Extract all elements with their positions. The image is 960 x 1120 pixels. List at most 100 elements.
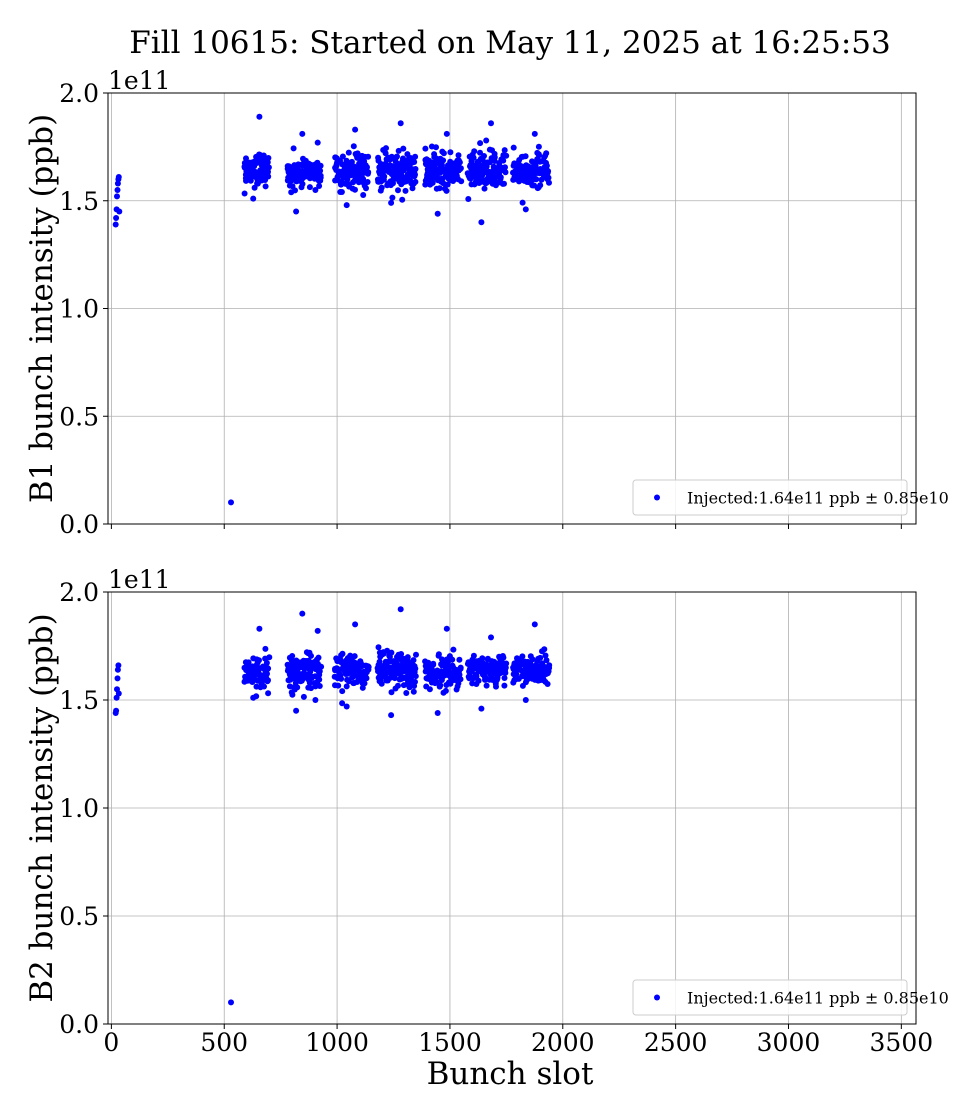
data-point <box>531 130 538 137</box>
data-point <box>378 184 385 191</box>
y-tick-label: 0.5 <box>59 902 99 931</box>
data-point <box>456 671 463 678</box>
data-point <box>338 675 345 682</box>
data-point <box>456 656 463 663</box>
data-point <box>471 148 478 155</box>
y-axis-label: B1 bunch intensity (ppb) <box>24 114 60 503</box>
data-point <box>510 144 517 151</box>
data-point <box>481 153 487 159</box>
data-point <box>363 675 370 682</box>
data-point <box>292 679 299 686</box>
x-tick-label: 0 <box>103 1028 119 1057</box>
data-point <box>447 149 454 156</box>
data-point <box>338 189 345 195</box>
data-point <box>543 162 550 169</box>
data-point <box>250 195 257 202</box>
data-point <box>458 178 465 185</box>
data-point <box>443 130 450 137</box>
data-point <box>542 652 549 659</box>
data-point <box>397 120 404 127</box>
data-point <box>456 159 463 166</box>
data-point <box>538 176 545 183</box>
data-point <box>352 186 358 193</box>
data-point <box>343 202 350 209</box>
y-tick-label: 0.0 <box>59 510 99 539</box>
data-point <box>388 689 395 696</box>
data-point <box>501 682 508 689</box>
data-point <box>434 710 441 716</box>
y-tick-label: 1.0 <box>59 794 99 823</box>
data-point <box>262 183 269 190</box>
data-point <box>488 634 494 641</box>
data-point <box>345 149 352 156</box>
data-point <box>312 187 319 193</box>
data-point <box>443 625 450 632</box>
data-point <box>470 652 477 659</box>
data-point <box>412 665 419 672</box>
data-point <box>412 166 419 172</box>
data-point <box>483 682 490 689</box>
data-point <box>308 652 314 659</box>
data-point <box>290 145 297 152</box>
data-point <box>354 150 361 157</box>
data-point <box>266 654 273 661</box>
data-point <box>493 683 499 690</box>
data-point <box>519 199 526 206</box>
data-point <box>435 651 442 658</box>
data-point <box>352 621 359 628</box>
data-point <box>306 184 313 191</box>
data-point <box>265 173 272 180</box>
data-point <box>529 656 536 663</box>
data-point <box>114 187 121 193</box>
data-point <box>391 675 398 682</box>
data-point <box>339 153 346 160</box>
data-point <box>300 693 307 700</box>
data-point <box>479 655 486 662</box>
data-point <box>114 193 120 200</box>
y-tick-label: 1.5 <box>59 187 99 216</box>
legend-marker <box>654 994 660 1001</box>
data-point <box>241 190 248 197</box>
y-axis-label: B2 bunch intensity (ppb) <box>24 613 60 1002</box>
data-point <box>433 144 439 151</box>
data-point <box>522 697 529 703</box>
data-point <box>388 199 395 206</box>
data-point <box>475 677 482 684</box>
data-point <box>502 164 508 171</box>
data-point <box>312 697 319 703</box>
data-point <box>502 669 509 676</box>
data-point <box>535 143 542 150</box>
data-point <box>339 650 346 657</box>
data-point <box>265 164 272 171</box>
data-point <box>541 646 548 653</box>
data-point <box>546 665 553 671</box>
data-point <box>478 219 485 226</box>
data-point <box>317 162 324 169</box>
data-point <box>544 681 551 687</box>
legend-label: Injected:1.64e11 ppb ± 0.85e10 <box>687 489 949 508</box>
legend: Injected:1.64e11 ppb ± 0.85e10 <box>632 479 949 516</box>
data-point <box>524 676 531 683</box>
data-point <box>316 183 323 189</box>
data-point <box>545 168 552 175</box>
data-point <box>411 159 418 165</box>
data-point <box>343 683 350 690</box>
data-point <box>412 678 418 685</box>
data-point <box>365 153 372 160</box>
data-point <box>426 686 433 693</box>
y-tick-label: 1.5 <box>59 686 99 715</box>
data-point <box>316 683 323 689</box>
data-point <box>395 682 401 689</box>
data-point <box>115 662 122 669</box>
data-point <box>470 154 477 161</box>
data-point <box>412 171 418 178</box>
data-point <box>228 999 234 1006</box>
data-point <box>306 679 313 686</box>
data-point <box>429 179 436 186</box>
data-point <box>409 185 416 192</box>
data-point <box>364 179 371 185</box>
data-point <box>522 206 529 213</box>
data-point <box>318 663 325 670</box>
data-point <box>450 646 457 653</box>
